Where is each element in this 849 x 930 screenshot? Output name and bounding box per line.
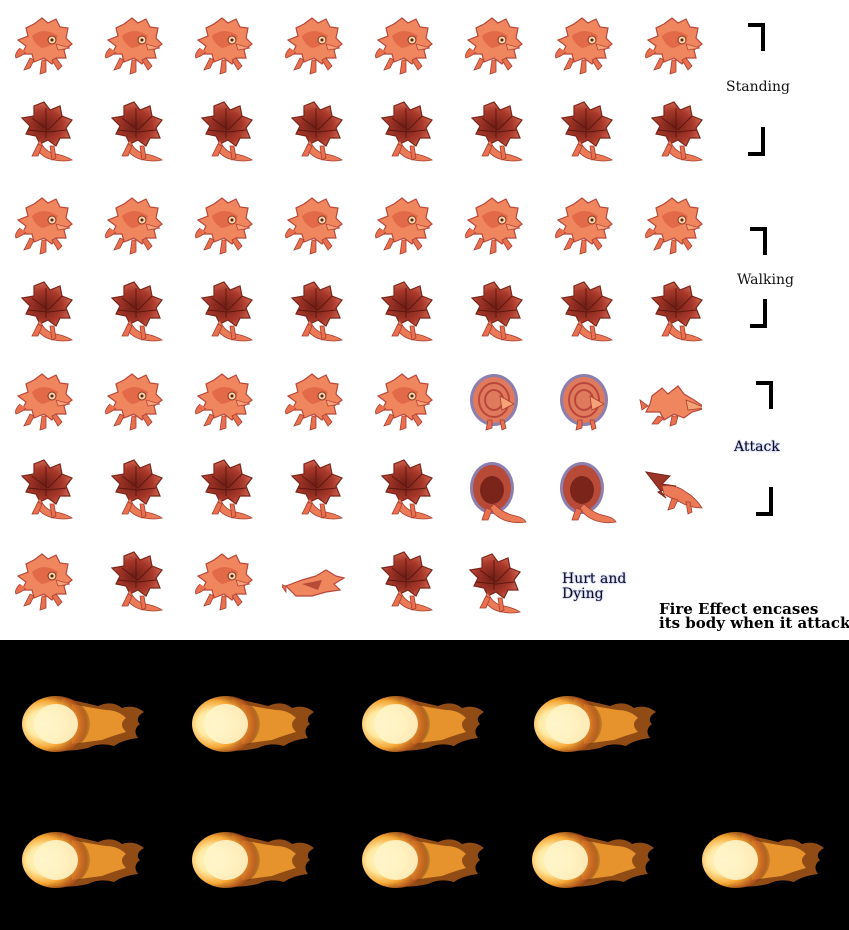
attack-front-frame-3 <box>192 370 256 434</box>
dying-frame-3 <box>462 552 526 616</box>
fire-frame-6 <box>192 828 316 892</box>
fire-note-line-1: Fire Effect encases <box>659 600 819 618</box>
walking-back-frame-4 <box>284 280 348 344</box>
standing-front-frame-6 <box>462 14 526 78</box>
walking-back-frame-8 <box>644 280 708 344</box>
standing-back-frame-2 <box>104 100 168 164</box>
standing-bracket-bottom <box>748 127 765 156</box>
walking-bracket-bottom <box>750 299 767 328</box>
standing-front-frame-3 <box>192 14 256 78</box>
walking-front-frame-3 <box>192 194 256 258</box>
walking-front-frame-1 <box>12 194 76 258</box>
walking-back-frame-3 <box>194 280 258 344</box>
attack-label: Attack <box>734 439 780 455</box>
walking-back-frame-2 <box>104 280 168 344</box>
standing-front-frame-4 <box>282 14 346 78</box>
standing-back-frame-7 <box>554 100 618 164</box>
walking-front-frame-7 <box>552 194 616 258</box>
attack-back-frame-5 <box>374 458 438 522</box>
fire-effect-strip <box>0 640 849 930</box>
fire-note-line-2: its body when it attacks <box>659 614 849 632</box>
attack-bracket-top <box>756 381 773 409</box>
walking-front-frame-5 <box>372 194 436 258</box>
attack-back-frame-1 <box>14 458 78 522</box>
attack-front-frame-5 <box>372 370 436 434</box>
standing-back-frame-1 <box>14 100 78 164</box>
attack-front-frame-4 <box>282 370 346 434</box>
standing-back-frame-5 <box>374 100 438 164</box>
walking-front-frame-2 <box>102 194 166 258</box>
walking-label: Walking <box>737 272 794 288</box>
attack-front-frame-7 <box>552 370 616 434</box>
fire-frame-8 <box>532 828 656 892</box>
attack-back-frame-2 <box>104 458 168 522</box>
attack-front-frame-2 <box>102 370 166 434</box>
standing-back-frame-8 <box>644 100 708 164</box>
attack-back-frame-4 <box>284 458 348 522</box>
attack-back-frame-7 <box>554 460 618 524</box>
fire-frame-9 <box>702 828 826 892</box>
attack-bracket-bottom <box>756 487 773 516</box>
walking-front-frame-8 <box>642 194 706 258</box>
hurt-label-line-2: Dying <box>562 586 604 602</box>
hurt-frame-1 <box>12 550 76 614</box>
walking-back-frame-6 <box>464 280 528 344</box>
fire-frame-5 <box>22 828 146 892</box>
fire-frame-2 <box>192 692 316 756</box>
standing-label: Standing <box>726 79 790 95</box>
attack-front-frame-6 <box>462 370 526 434</box>
fire-frame-7 <box>362 828 486 892</box>
standing-back-frame-6 <box>464 100 528 164</box>
walking-back-frame-5 <box>374 280 438 344</box>
dying-frame-2 <box>374 550 438 614</box>
standing-front-frame-1 <box>12 14 76 78</box>
fire-frame-1 <box>22 692 146 756</box>
walking-bracket-top <box>750 227 767 255</box>
standing-bracket-top <box>748 23 765 51</box>
fire-frame-3 <box>362 692 486 756</box>
standing-back-frame-3 <box>194 100 258 164</box>
standing-front-frame-8 <box>642 14 706 78</box>
standing-front-frame-7 <box>552 14 616 78</box>
walking-front-frame-6 <box>462 194 526 258</box>
standing-back-frame-4 <box>284 100 348 164</box>
attack-back-frame-8 <box>642 464 706 528</box>
walking-back-frame-1 <box>14 280 78 344</box>
fire-frame-4 <box>534 692 658 756</box>
attack-front-frame-1 <box>12 370 76 434</box>
attack-back-frame-3 <box>194 458 258 522</box>
attack-front-frame-8 <box>638 378 702 442</box>
hurt-frame-2 <box>104 550 168 614</box>
attack-back-frame-6 <box>464 460 528 524</box>
sprite-sheet: Standing Walking Attack Hurt and Dying F… <box>12 14 849 632</box>
hurt-frame-3 <box>192 550 256 614</box>
hurt-label-line-1: Hurt and <box>562 571 627 587</box>
standing-front-frame-5 <box>372 14 436 78</box>
walking-back-frame-7 <box>554 280 618 344</box>
standing-front-frame-2 <box>102 14 166 78</box>
walking-front-frame-4 <box>282 194 346 258</box>
dying-frame-1 <box>282 556 346 620</box>
